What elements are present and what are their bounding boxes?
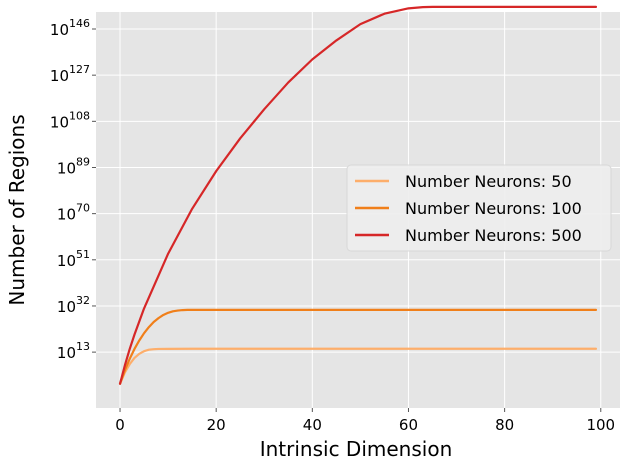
x-tick-label: 80 xyxy=(495,416,514,434)
legend-label: Number Neurons: 100 xyxy=(405,199,582,218)
x-tick-label: 60 xyxy=(399,416,418,434)
y-tick-label: 1089 xyxy=(57,155,90,177)
y-tick-label: 1070 xyxy=(57,202,90,224)
y-tick-label: 10108 xyxy=(50,109,90,131)
y-tick-label: 1032 xyxy=(57,294,90,316)
y-tick-label: 1051 xyxy=(57,248,90,270)
series-lines xyxy=(118,5,598,385)
legend-box xyxy=(346,164,612,252)
series-line-1 xyxy=(118,347,598,385)
x-tick-label: 100 xyxy=(586,416,615,434)
y-axis-label: Number of Regions xyxy=(5,114,29,305)
y-tick-label: 10146 xyxy=(50,17,90,39)
y-tick-label: 10127 xyxy=(50,63,90,85)
x-tick-label: 40 xyxy=(303,416,322,434)
legend-label: Number Neurons: 50 xyxy=(405,172,572,191)
y-axis-ticks: 1013 1032 1051 1070 1089 10108 10127 10146 xyxy=(50,17,96,362)
legend-label: Number Neurons: 500 xyxy=(405,226,582,245)
x-tick-label: 0 xyxy=(115,416,125,434)
x-axis-ticks: 0 20 40 60 80 100 xyxy=(115,408,615,434)
legend: Number Neurons: 50 Number Neurons: 100 Num… xyxy=(346,164,612,252)
x-tick-label: 20 xyxy=(207,416,226,434)
series-line-3 xyxy=(118,5,598,385)
x-axis-label: Intrinsic Dimension xyxy=(260,437,453,461)
series-line-2 xyxy=(118,308,598,385)
y-tick-label: 1013 xyxy=(57,340,90,362)
